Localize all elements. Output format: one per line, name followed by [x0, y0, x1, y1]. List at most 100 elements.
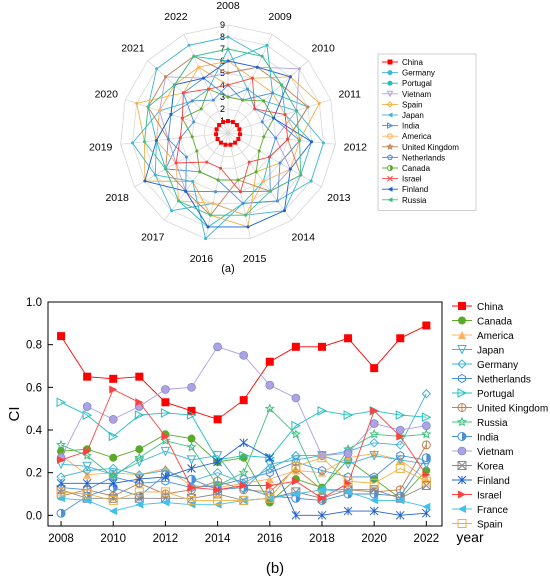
radar-point	[226, 119, 230, 123]
data-point	[343, 506, 353, 516]
radar-legend-marker	[387, 165, 393, 171]
radar-legend-item: China	[382, 58, 423, 67]
data-point	[421, 476, 431, 486]
radar-point	[169, 112, 173, 116]
data-point	[396, 496, 405, 505]
data-point	[212, 467, 223, 478]
radar-point	[230, 120, 235, 125]
radar-legend-item: Russia	[382, 196, 427, 205]
data-point	[109, 374, 118, 383]
radar-point	[214, 190, 218, 194]
radar-legend-label: Netherlands	[402, 153, 445, 162]
data-point	[160, 487, 170, 497]
line-legend-item: Canada	[452, 316, 512, 328]
radar-point	[272, 116, 276, 120]
data-point	[187, 483, 196, 492]
line-legend-marker	[457, 475, 467, 485]
radar-point	[236, 137, 241, 141]
line-series-spain	[56, 453, 431, 505]
data-point	[239, 351, 248, 360]
data-point	[291, 342, 300, 351]
line-series-finland	[56, 438, 431, 520]
radar-legend-item: Canada	[382, 164, 431, 173]
radar-point	[211, 201, 215, 205]
line-legend-marker	[457, 432, 467, 441]
radar-legend-label: Israel	[402, 175, 422, 184]
data-point	[187, 410, 197, 420]
series-line	[60, 325, 427, 420]
data-point	[265, 380, 275, 390]
radar-point	[294, 109, 298, 113]
data-point	[370, 364, 379, 373]
radar-point	[226, 83, 230, 87]
radar-point	[234, 122, 239, 127]
radar-axis-label: 2022	[164, 11, 188, 23]
radar-point	[192, 54, 196, 58]
line-series-israel	[57, 385, 431, 503]
radar-r-tick: 2	[220, 104, 225, 114]
line-legend-marker	[458, 505, 466, 513]
data-point	[318, 465, 326, 476]
y-axis-label: CI	[6, 407, 23, 422]
line-legend-item: Vietnam	[452, 446, 514, 458]
data-point	[421, 389, 432, 399]
radar-axis-label: 2019	[89, 141, 113, 153]
radar-legend-item: Japan	[382, 111, 424, 120]
data-point	[370, 406, 379, 415]
data-point	[239, 396, 248, 405]
radar-point	[261, 180, 265, 184]
data-point	[108, 431, 119, 442]
x-tick-label: 2020	[361, 533, 387, 545]
plot-frame	[47, 301, 443, 527]
radar-point	[181, 91, 185, 95]
data-point	[369, 506, 379, 516]
radar-point	[309, 179, 313, 183]
radar-point	[241, 201, 245, 205]
data-point	[421, 440, 431, 450]
radar-point	[255, 65, 259, 69]
radar-spoke	[147, 60, 229, 134]
radar-axis-label: 2008	[216, 0, 240, 12]
y-tick-label: 1.0	[26, 297, 42, 309]
radar-series-russia	[142, 47, 303, 217]
radar-point	[250, 76, 254, 80]
radar-point	[166, 137, 170, 141]
radar-axis-label: 2020	[95, 88, 119, 100]
radar-axis-label: 2013	[327, 192, 351, 204]
data-point	[82, 465, 92, 476]
radar-point	[226, 95, 230, 99]
data-point	[134, 487, 144, 497]
data-point	[369, 478, 379, 488]
radar-legend-marker	[387, 197, 393, 203]
data-point	[421, 453, 431, 463]
radar-point	[226, 71, 230, 75]
data-point	[213, 342, 222, 352]
data-point	[56, 397, 67, 408]
radar-point	[268, 189, 272, 193]
radar-spoke	[134, 132, 229, 188]
data-point	[421, 429, 432, 439]
data-point	[187, 434, 196, 443]
data-point	[82, 402, 92, 411]
y-tick-label: 0.6	[26, 382, 42, 394]
radar-axis-label: 2016	[190, 253, 214, 265]
radar-gridline	[203, 108, 253, 157]
data-point	[422, 502, 431, 511]
line-legend-marker	[458, 373, 466, 384]
radar-spoke	[227, 34, 273, 134]
radar-axis-label: 2011	[338, 88, 361, 100]
data-point	[291, 510, 301, 520]
radar-series-line	[136, 66, 320, 228]
data-point	[187, 406, 196, 415]
radar-point	[214, 127, 219, 132]
radar-point	[142, 140, 146, 144]
data-point	[265, 468, 274, 478]
data-point	[239, 438, 249, 448]
x-tick-label: 2012	[153, 533, 179, 545]
data-point	[317, 468, 326, 477]
radar-spoke	[164, 132, 229, 221]
radar-point	[154, 139, 158, 143]
data-point	[135, 398, 144, 407]
data-point	[395, 425, 405, 435]
radar-point	[192, 120, 196, 124]
